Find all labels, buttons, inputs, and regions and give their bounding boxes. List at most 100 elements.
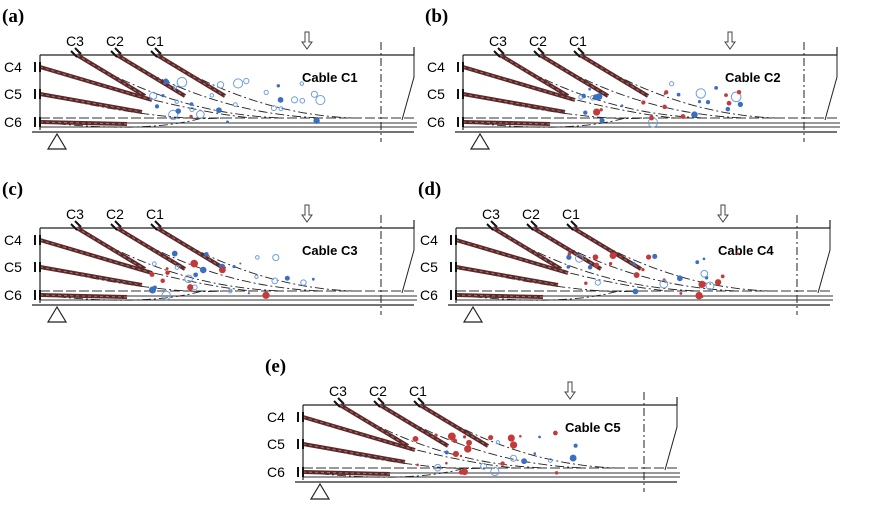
panel-title: Cable C2 xyxy=(725,70,781,85)
event-dot xyxy=(714,85,719,90)
event-dot xyxy=(445,461,448,465)
cable-sensor-core xyxy=(39,93,143,113)
cable-sensor-core xyxy=(462,121,551,125)
anchor xyxy=(70,220,82,231)
event-dot xyxy=(463,435,467,439)
event-dot xyxy=(507,434,515,442)
cable-path xyxy=(156,54,353,119)
cable-path xyxy=(532,227,739,292)
event-dot xyxy=(724,93,728,98)
event-dot xyxy=(152,285,157,290)
event-dot xyxy=(737,101,744,108)
event-dot xyxy=(189,102,194,106)
event-dot xyxy=(583,110,588,115)
event-dot xyxy=(218,266,226,274)
event-dot xyxy=(554,471,559,475)
event-dot xyxy=(599,108,603,112)
event-dot xyxy=(584,281,588,285)
event-dot xyxy=(299,97,306,104)
cable-label: C3 xyxy=(66,206,84,222)
cable-label: C4 xyxy=(4,232,22,248)
event-dot xyxy=(190,259,199,268)
event-dot xyxy=(452,438,458,444)
cable-sensor xyxy=(39,265,143,287)
event-dot xyxy=(160,278,165,283)
event-dot xyxy=(480,462,488,470)
event-dot xyxy=(174,99,179,104)
cable-path xyxy=(302,416,516,469)
event-dot xyxy=(434,433,438,437)
cable-sensor-core xyxy=(116,227,186,270)
event-dot xyxy=(226,120,230,124)
event-dot xyxy=(593,108,601,116)
event-dot xyxy=(209,93,215,98)
anchor xyxy=(150,220,162,231)
cable-label: C3 xyxy=(66,33,84,49)
event-dot xyxy=(641,100,646,105)
panel: (a) C3 C2 C1 C4 C5 C6 Cable C1 xyxy=(2,6,417,150)
event-dot xyxy=(315,95,326,106)
event-dot xyxy=(533,452,537,455)
event-dot xyxy=(652,253,658,259)
cable-path xyxy=(339,404,546,469)
event-dot xyxy=(736,89,742,95)
beam-top xyxy=(40,220,415,229)
anchor xyxy=(450,262,457,272)
anchor xyxy=(373,397,385,408)
panel-title: Cable C5 xyxy=(565,420,621,435)
load-arrow xyxy=(564,381,576,400)
cable-sensor-core xyxy=(339,404,409,447)
event-dot xyxy=(736,252,740,255)
cable-label: C5 xyxy=(267,436,285,452)
cable-label: C2 xyxy=(369,383,387,399)
event-dot xyxy=(553,430,558,436)
event-dot xyxy=(538,435,541,439)
event-dot xyxy=(270,105,277,112)
event-dot xyxy=(595,93,603,100)
event-dot xyxy=(676,275,683,282)
cable-label: C6 xyxy=(420,287,438,303)
event-dot xyxy=(720,274,725,279)
event-dot xyxy=(609,252,617,259)
beam-end xyxy=(824,47,838,121)
event-dot xyxy=(620,104,624,108)
cable-sensor-core xyxy=(455,239,569,274)
panel-label: (b) xyxy=(425,6,448,27)
cable-path xyxy=(39,93,223,119)
cable-sensor-core xyxy=(499,54,569,97)
cable-sensor-core xyxy=(39,239,153,274)
event-dot xyxy=(730,91,742,103)
event-dot xyxy=(171,250,178,257)
event-dot xyxy=(151,261,157,267)
panel: (b) C3 C2 C1 C4 C5 C6 Cable C2 xyxy=(425,6,840,150)
cable-sensor-core xyxy=(302,416,416,451)
event-dot xyxy=(299,81,305,86)
cable-path xyxy=(462,93,646,119)
anchor xyxy=(297,467,304,477)
event-dot xyxy=(509,454,517,462)
cable-label: C2 xyxy=(529,33,547,49)
event-dot xyxy=(313,117,320,124)
cable-path xyxy=(116,54,323,119)
cable-label: C3 xyxy=(482,206,500,222)
event-dot xyxy=(272,253,280,262)
anchor xyxy=(486,220,498,231)
beam-end xyxy=(664,397,678,471)
event-dot xyxy=(216,107,222,114)
cable-label: C3 xyxy=(489,33,507,49)
event-dot xyxy=(575,254,584,263)
cable-path xyxy=(419,404,616,469)
support xyxy=(469,132,491,150)
event-dot xyxy=(193,272,199,278)
event-dot xyxy=(488,435,494,441)
event-dot xyxy=(566,254,572,260)
cable-label: C6 xyxy=(427,114,445,130)
cable-sensor-core xyxy=(462,93,566,113)
event-dot xyxy=(490,466,500,477)
event-dot xyxy=(243,77,250,85)
beam-end xyxy=(817,220,831,294)
event-dot xyxy=(255,255,260,260)
cable-sensor-core xyxy=(76,54,146,97)
event-dot xyxy=(204,252,209,257)
